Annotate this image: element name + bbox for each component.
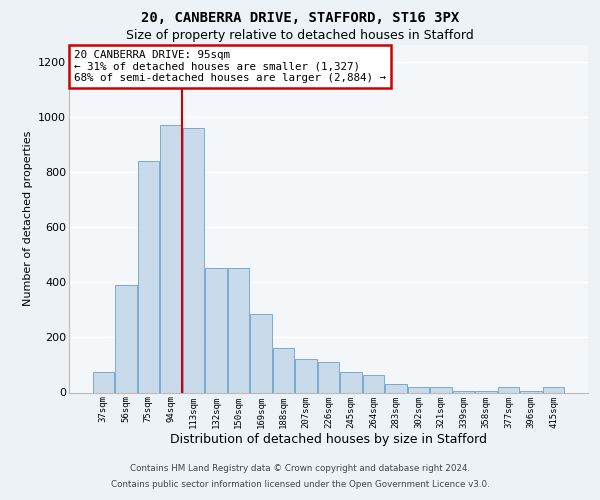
Bar [363, 374, 384, 392]
Bar [340, 372, 362, 392]
Bar [453, 391, 475, 392]
Bar [295, 360, 317, 392]
Bar [205, 268, 227, 392]
Text: 20, CANBERRA DRIVE, STAFFORD, ST16 3PX: 20, CANBERRA DRIVE, STAFFORD, ST16 3PX [141, 12, 459, 26]
Bar [160, 125, 182, 392]
Bar [318, 362, 339, 392]
Bar [543, 387, 565, 392]
Bar [498, 387, 520, 392]
Bar [385, 384, 407, 392]
Bar [250, 314, 272, 392]
Bar [92, 372, 114, 392]
Bar [408, 387, 429, 392]
Text: Contains public sector information licensed under the Open Government Licence v3: Contains public sector information licen… [110, 480, 490, 489]
Bar [115, 285, 137, 393]
Text: Distribution of detached houses by size in Stafford: Distribution of detached houses by size … [170, 432, 487, 446]
Bar [228, 268, 249, 392]
Bar [520, 391, 542, 392]
Text: Contains HM Land Registry data © Crown copyright and database right 2024.: Contains HM Land Registry data © Crown c… [130, 464, 470, 473]
Bar [430, 387, 452, 392]
Bar [475, 391, 497, 392]
Text: Size of property relative to detached houses in Stafford: Size of property relative to detached ho… [126, 29, 474, 42]
Bar [137, 161, 159, 392]
Bar [273, 348, 294, 393]
Bar [182, 128, 204, 392]
Text: 20 CANBERRA DRIVE: 95sqm
← 31% of detached houses are smaller (1,327)
68% of sem: 20 CANBERRA DRIVE: 95sqm ← 31% of detach… [74, 50, 386, 84]
Y-axis label: Number of detached properties: Number of detached properties [23, 131, 32, 306]
